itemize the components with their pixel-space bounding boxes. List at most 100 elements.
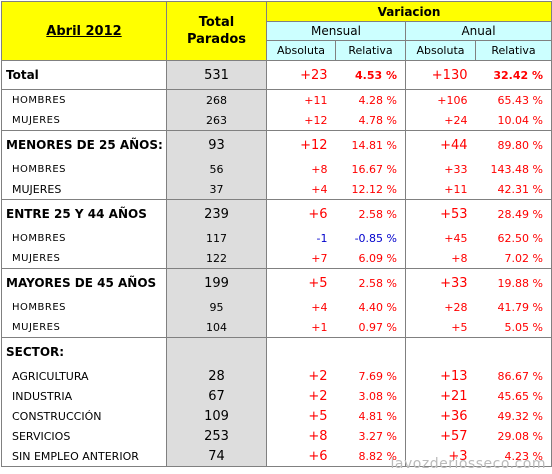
row-label: HOMBRES bbox=[1, 89, 167, 110]
row-mensual-relativa: 4.28 % bbox=[335, 89, 406, 110]
row-anual-absoluta: +33 bbox=[405, 268, 476, 297]
watermark: lavozderiosseco.com bbox=[390, 456, 546, 472]
row-mensual-relativa: 8.82 % bbox=[335, 446, 406, 467]
row-anual-absoluta: +130 bbox=[405, 60, 476, 90]
row-anual-absoluta: +13 bbox=[405, 366, 476, 386]
table-row: SECTOR: bbox=[1, 337, 552, 366]
table-row: CONSTRUCCIÓN 109 +5 4.81 % +36 49.32 % bbox=[1, 406, 552, 426]
table-row: MUJERES 104 +1 0.97 % +5 5.05 % bbox=[1, 317, 552, 338]
row-anual-relativa: 5.05 % bbox=[475, 317, 552, 338]
row-label: SERVICIOS bbox=[1, 426, 167, 446]
row-label: MUJERES bbox=[1, 110, 167, 131]
row-label: MAYORES DE 45 AÑOS bbox=[1, 268, 167, 297]
table-row: HOMBRES 56 +8 16.67 % +33 143.48 % bbox=[1, 159, 552, 179]
row-label: AGRICULTURA bbox=[1, 366, 167, 386]
date-header: Abril 2012 bbox=[1, 1, 167, 61]
row-mensual-relativa bbox=[335, 337, 406, 366]
row-total: 531 bbox=[166, 60, 267, 90]
anual-absoluta-header: Absoluta bbox=[405, 40, 476, 61]
variacion-header: Variacion bbox=[266, 1, 552, 22]
table-row: HOMBRES 268 +11 4.28 % +106 65.43 % bbox=[1, 89, 552, 110]
row-mensual-relativa: -0.85 % bbox=[335, 228, 406, 248]
anual-relativa-header: Relativa bbox=[475, 40, 552, 61]
row-anual-relativa: 41.79 % bbox=[475, 297, 552, 317]
row-anual-absoluta: +28 bbox=[405, 297, 476, 317]
row-anual-absoluta: +44 bbox=[405, 130, 476, 159]
row-total: 268 bbox=[166, 89, 267, 110]
row-anual-absoluta: +24 bbox=[405, 110, 476, 131]
table-row: HOMBRES 95 +4 4.40 % +28 41.79 % bbox=[1, 297, 552, 317]
table-row: ENTRE 25 Y 44 AÑOS 239 +6 2.58 % +53 28.… bbox=[1, 199, 552, 228]
row-label: Total bbox=[1, 60, 167, 90]
table-row: HOMBRES 117 -1 -0.85 % +45 62.50 % bbox=[1, 228, 552, 248]
row-total: 56 bbox=[166, 159, 267, 179]
row-label: ENTRE 25 Y 44 AÑOS bbox=[1, 199, 167, 228]
mensual-absoluta-header: Absoluta bbox=[266, 40, 336, 61]
row-label: HOMBRES bbox=[1, 228, 167, 248]
row-anual-absoluta: +5 bbox=[405, 317, 476, 338]
row-anual-relativa: 28.49 % bbox=[475, 199, 552, 228]
row-label: MUJERES bbox=[1, 317, 167, 338]
row-anual-relativa: 49.32 % bbox=[475, 406, 552, 426]
row-total: 199 bbox=[166, 268, 267, 297]
row-anual-absoluta: +3 bbox=[405, 446, 476, 467]
row-anual-relativa bbox=[475, 337, 552, 366]
row-mensual-absoluta: +4 bbox=[266, 297, 336, 317]
row-anual-relativa: 42.31 % bbox=[475, 179, 552, 200]
row-mensual-absoluta: +12 bbox=[266, 130, 336, 159]
table-row: MUJERES 263 +12 4.78 % +24 10.04 % bbox=[1, 110, 552, 131]
row-total: 28 bbox=[166, 366, 267, 386]
row-label: HOMBRES bbox=[1, 159, 167, 179]
row-anual-relativa: 45.65 % bbox=[475, 386, 552, 406]
row-mensual-absoluta: +6 bbox=[266, 446, 336, 467]
row-anual-absoluta: +21 bbox=[405, 386, 476, 406]
row-anual-absoluta: +36 bbox=[405, 406, 476, 426]
row-anual-relativa: 62.50 % bbox=[475, 228, 552, 248]
row-anual-relativa: 143.48 % bbox=[475, 159, 552, 179]
row-anual-relativa: 32.42 % bbox=[475, 60, 552, 90]
row-mensual-absoluta bbox=[266, 337, 336, 366]
table-row: MUJERES 37 +4 12.12 % +11 42.31 % bbox=[1, 179, 552, 200]
row-mensual-relativa: 12.12 % bbox=[335, 179, 406, 200]
row-total: 95 bbox=[166, 297, 267, 317]
table-row: Total 531 +23 4.53 % +130 32.42 % bbox=[1, 60, 552, 90]
row-anual-relativa: 65.43 % bbox=[475, 89, 552, 110]
row-mensual-absoluta: +1 bbox=[266, 317, 336, 338]
row-label: INDUSTRIA bbox=[1, 386, 167, 406]
row-anual-absoluta: +33 bbox=[405, 159, 476, 179]
row-mensual-absoluta: +2 bbox=[266, 366, 336, 386]
row-total: 93 bbox=[166, 130, 267, 159]
row-total bbox=[166, 337, 267, 366]
row-mensual-absoluta: +5 bbox=[266, 406, 336, 426]
row-mensual-absoluta: +11 bbox=[266, 89, 336, 110]
row-total: 239 bbox=[166, 199, 267, 228]
row-mensual-relativa: 2.58 % bbox=[335, 268, 406, 297]
row-mensual-relativa: 4.53 % bbox=[335, 60, 406, 90]
row-total: 74 bbox=[166, 446, 267, 467]
row-mensual-relativa: 6.09 % bbox=[335, 248, 406, 269]
total-header-line1: Total bbox=[198, 15, 235, 30]
row-label: CONSTRUCCIÓN bbox=[1, 406, 167, 426]
row-anual-absoluta bbox=[405, 337, 476, 366]
row-label: HOMBRES bbox=[1, 297, 167, 317]
table-row: SIN EMPLEO ANTERIOR 74 +6 8.82 % +3 4.23… bbox=[1, 446, 552, 467]
row-total: 117 bbox=[166, 228, 267, 248]
row-mensual-relativa: 4.78 % bbox=[335, 110, 406, 131]
mensual-header: Mensual bbox=[266, 21, 406, 41]
row-mensual-relativa: 4.81 % bbox=[335, 406, 406, 426]
row-anual-absoluta: +53 bbox=[405, 199, 476, 228]
row-mensual-absoluta: +23 bbox=[266, 60, 336, 90]
row-mensual-absoluta: +8 bbox=[266, 159, 336, 179]
table-row: MAYORES DE 45 AÑOS 199 +5 2.58 % +33 19.… bbox=[1, 268, 552, 297]
row-mensual-relativa: 7.69 % bbox=[335, 366, 406, 386]
row-anual-relativa: 86.67 % bbox=[475, 366, 552, 386]
row-mensual-relativa: 14.81 % bbox=[335, 130, 406, 159]
row-label: MUJERES bbox=[1, 179, 167, 200]
row-anual-absoluta: +45 bbox=[405, 228, 476, 248]
row-label: MENORES DE 25 AÑOS: bbox=[1, 130, 167, 159]
row-mensual-absoluta: +8 bbox=[266, 426, 336, 446]
row-anual-relativa: 89.80 % bbox=[475, 130, 552, 159]
table-row: MUJERES 122 +7 6.09 % +8 7.02 % bbox=[1, 248, 552, 269]
row-anual-absoluta: +106 bbox=[405, 89, 476, 110]
